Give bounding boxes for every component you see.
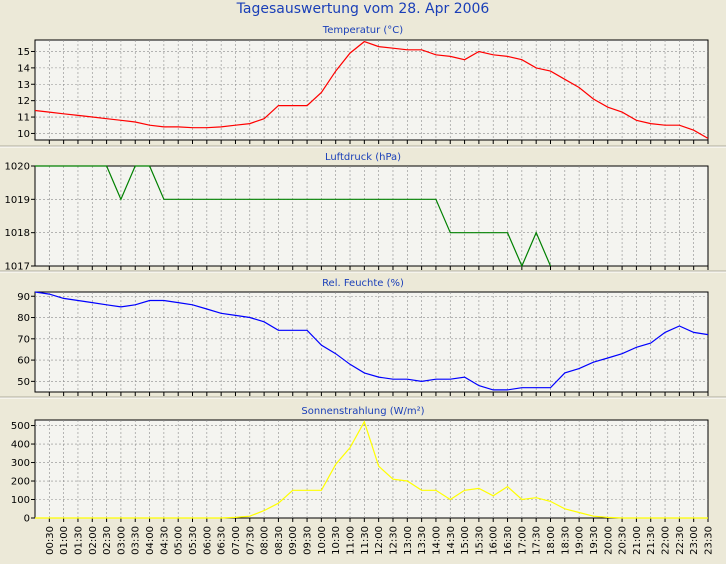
y-tick-label: 12 xyxy=(17,96,30,107)
y-tick-label: 1017 xyxy=(5,262,30,273)
y-tick-label: 300 xyxy=(11,458,30,469)
x-tick-label: 22:30 xyxy=(675,526,686,555)
x-tick-label: 06:30 xyxy=(217,526,228,555)
x-tick-label: 20:30 xyxy=(618,526,629,555)
series-line xyxy=(35,165,552,268)
chart-title: Temperatur (°C) xyxy=(322,25,403,36)
x-tick-label: 08:00 xyxy=(260,526,271,555)
x-tick-label: 03:30 xyxy=(131,526,142,555)
y-tick-label: 1018 xyxy=(5,228,30,239)
x-tick-label: 02:30 xyxy=(102,526,113,555)
x-tick-label: 01:00 xyxy=(59,526,70,555)
x-tick-label: 18:00 xyxy=(546,526,557,555)
x-tick-label: 14:30 xyxy=(446,526,457,555)
x-tick-label: 07:30 xyxy=(245,526,256,555)
x-tick-label: 05:00 xyxy=(174,526,185,555)
y-tick-label: 80 xyxy=(17,313,30,324)
y-tick-label: 100 xyxy=(11,495,30,506)
y-tick-label: 11 xyxy=(17,113,30,124)
y-tick-label: 70 xyxy=(17,334,30,345)
y-tick-label: 13 xyxy=(17,80,30,91)
x-tick-label: 23:30 xyxy=(704,526,715,555)
y-tick-label: 14 xyxy=(17,63,30,74)
chart-panel-3: Sonnenstrahlung (W/m²) 0 100 200 300 400 500 00… xyxy=(11,406,715,555)
x-tick-label: 20:00 xyxy=(603,526,614,555)
x-tick-label: 19:00 xyxy=(575,526,586,555)
y-tick-label: 500 xyxy=(11,421,30,432)
x-tick-label: 16:30 xyxy=(503,526,514,555)
x-tick-label: 05:30 xyxy=(188,526,199,555)
series-line xyxy=(34,40,709,139)
chart-panel-0: Temperatur (°C) 10 11 12 13 14 15 xyxy=(17,25,709,144)
y-tick-label: 90 xyxy=(17,292,30,303)
x-tick-label: 07:00 xyxy=(231,526,242,555)
x-tick-label: 03:00 xyxy=(116,526,127,555)
x-tick-label: 02:00 xyxy=(88,526,99,555)
chart-panel-2: Rel. Feuchte (%) 50 60 70 80 90 xyxy=(17,278,709,396)
x-tick-label: 01:30 xyxy=(73,526,84,555)
x-tick-label: 13:30 xyxy=(417,526,428,555)
x-tick-label: 18:30 xyxy=(560,526,571,555)
x-tick-label: 14:00 xyxy=(431,526,442,555)
x-tick-label: 22:00 xyxy=(661,526,672,555)
y-tick-label: 200 xyxy=(11,477,30,488)
chart-title: Rel. Feuchte (%) xyxy=(322,278,404,289)
x-tick-label: 16:00 xyxy=(489,526,500,555)
plot-area xyxy=(34,39,709,141)
plot-area xyxy=(34,419,709,519)
y-tick-label: 50 xyxy=(17,377,30,388)
page-title: Tagesauswertung vom 28. Apr 2006 xyxy=(236,1,490,17)
x-tick-label: 21:00 xyxy=(632,526,643,555)
x-tick-label: 04:30 xyxy=(159,526,170,555)
x-tick-label: 12:00 xyxy=(374,526,385,555)
x-tick-label: 19:30 xyxy=(589,526,600,555)
x-tick-label: 10:30 xyxy=(331,526,342,555)
y-tick-label: 1020 xyxy=(5,162,30,173)
x-tick-label: 00:30 xyxy=(45,526,56,555)
y-tick-label: 1019 xyxy=(5,195,30,206)
series-line xyxy=(35,420,708,519)
x-tick-label: 17:00 xyxy=(517,526,528,555)
x-tick-label: 21:30 xyxy=(646,526,657,555)
x-tick-label: 17:30 xyxy=(532,526,543,555)
chart-panel-1: Luftdruck (hPa) 1017 1018 1019 1020 xyxy=(5,152,709,273)
plot-area xyxy=(34,291,709,393)
x-tick-label: 09:30 xyxy=(303,526,314,555)
x-tick-label: 23:00 xyxy=(689,526,700,555)
plot-area xyxy=(34,165,709,267)
x-tick-label: 11:00 xyxy=(346,526,357,555)
x-tick-label: 08:30 xyxy=(274,526,285,555)
y-tick-label: 10 xyxy=(17,129,30,140)
x-tick-label: 10:00 xyxy=(317,526,328,555)
x-tick-label: 15:30 xyxy=(474,526,485,555)
chart-title: Luftdruck (hPa) xyxy=(325,152,401,163)
y-tick-label: 15 xyxy=(17,47,30,58)
y-tick-label: 60 xyxy=(17,356,30,367)
y-tick-label: 400 xyxy=(11,440,30,451)
x-tick-label: 11:30 xyxy=(360,526,371,555)
chart-title: Sonnenstrahlung (W/m²) xyxy=(301,406,424,417)
series-line xyxy=(34,291,709,391)
x-tick-label: 12:30 xyxy=(388,526,399,555)
x-tick-label: 13:00 xyxy=(403,526,414,555)
x-tick-label: 04:00 xyxy=(145,526,156,555)
x-tick-label: 09:00 xyxy=(288,526,299,555)
x-tick-label: 06:00 xyxy=(202,526,213,555)
x-tick-label: 15:00 xyxy=(460,526,471,555)
y-tick-label: 0 xyxy=(24,514,30,525)
